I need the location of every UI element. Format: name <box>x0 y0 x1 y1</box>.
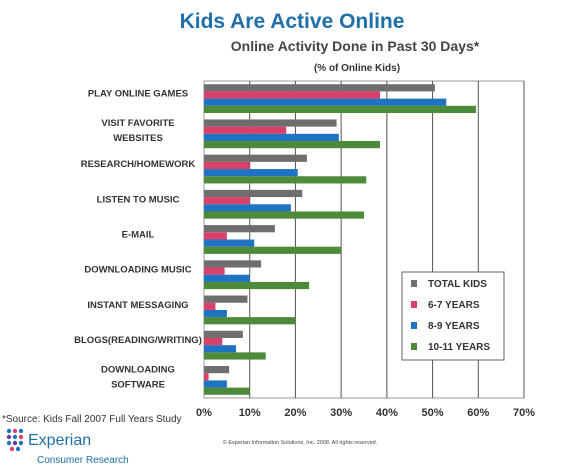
bar-1-8 <box>204 373 209 381</box>
x-tick-label: 60% <box>467 407 489 419</box>
legend-swatch-1 <box>411 301 417 308</box>
category-label: PLAY ONLINE GAMES <box>88 89 188 100</box>
legend-label-0: TOTAL KIDS <box>428 279 487 290</box>
bar-2-3 <box>204 204 291 212</box>
category-label: WEBSITES <box>113 133 163 144</box>
category-label: LISTEN TO MUSIC <box>97 194 180 205</box>
category-label: DOWNLOADING <box>101 364 175 375</box>
category-label: SOFTWARE <box>111 379 165 390</box>
legend-label-2: 8-9 YEARS <box>428 321 480 332</box>
bar-1-4 <box>204 232 227 240</box>
category-labels: PLAY ONLINE GAMES VISIT FAVORITE WEBSITES R… <box>74 89 202 391</box>
bar-2-7 <box>204 345 236 353</box>
x-tick-label: 30% <box>330 407 352 419</box>
bar-3-3 <box>204 211 364 219</box>
x-tick-labels: 0% 10% 20% 30% 40% 50% 60% 70% <box>196 407 535 419</box>
bar-0-3 <box>204 189 303 198</box>
bar-0-4 <box>204 225 275 233</box>
bar-1-5 <box>204 267 225 275</box>
x-tick-label: 70% <box>513 407 535 419</box>
bar-1-3 <box>204 197 250 205</box>
x-tick-label: 40% <box>376 407 398 419</box>
bar-2-4 <box>204 239 255 247</box>
x-tick-label: 50% <box>422 407 444 419</box>
unit-note: (% of Online Kids) <box>314 63 400 74</box>
legend-swatch-3 <box>411 343 417 350</box>
bars <box>204 84 476 395</box>
bar-2-0 <box>204 98 447 106</box>
bar-2-5 <box>204 274 250 282</box>
category-label: RESEARCH/HOMEWORK <box>81 159 196 170</box>
chart-title: Kids Are Active Online <box>180 10 405 33</box>
x-tick-label: 20% <box>284 407 306 419</box>
copyright-note: © Experian Information Solutions, Inc. 2… <box>223 439 378 446</box>
bar-2-2 <box>204 169 298 177</box>
bar-0-5 <box>204 260 262 268</box>
bar-3-1 <box>204 141 380 149</box>
bar-2-1 <box>204 133 339 142</box>
legend-label-1: 6-7 YEARS <box>428 300 480 311</box>
bar-3-6 <box>204 317 296 325</box>
category-label: DOWNLOADING MUSIC <box>84 265 191 276</box>
bar-0-7 <box>204 330 243 338</box>
x-tick-label: 0% <box>196 407 212 419</box>
bar-0-1 <box>204 119 337 127</box>
bar-1-0 <box>204 91 380 99</box>
bar-2-8 <box>204 380 227 388</box>
legend-swatch-2 <box>411 322 417 329</box>
experian-dots-icon <box>6 428 24 452</box>
x-tick-label: 10% <box>239 407 261 419</box>
experian-logo: Experian Consumer Research <box>6 428 129 466</box>
bar-3-7 <box>204 352 266 360</box>
bar-1-7 <box>204 337 223 346</box>
bar-3-5 <box>204 281 310 290</box>
bar-1-2 <box>204 161 250 170</box>
legend-label-3: 10-11 YEARS <box>428 342 490 353</box>
category-label: INSTANT MESSAGING <box>87 300 188 311</box>
legend-swatch-0 <box>411 280 417 287</box>
bar-0-6 <box>204 295 248 303</box>
chart-subtitle: Online Activity Done in Past 30 Days* <box>231 38 480 54</box>
category-label: E-MAIL <box>122 230 155 241</box>
category-label: VISIT FAVORITE <box>101 118 174 129</box>
bar-0-8 <box>204 365 230 374</box>
bar-0-2 <box>204 154 307 162</box>
brand-tagline: Consumer Research <box>37 455 129 466</box>
bar-3-4 <box>204 246 342 254</box>
source-note: *Source: Kids Fall 2007 Full Years Study <box>2 414 182 425</box>
bar-3-2 <box>204 176 367 184</box>
bar-1-6 <box>204 302 216 310</box>
bar-2-6 <box>204 309 227 318</box>
legend-box <box>401 271 505 361</box>
category-label: BLOGS(READING/WRITING) <box>74 335 202 346</box>
bar-0-0 <box>204 84 435 92</box>
bar-1-1 <box>204 126 287 134</box>
bar-3-0 <box>204 105 476 114</box>
brand-name: Experian <box>28 432 91 449</box>
legend: TOTAL KIDS 6-7 YEARS 8-9 YEARS 10-11 YEARS <box>411 279 490 353</box>
bar-3-8 <box>204 387 250 395</box>
